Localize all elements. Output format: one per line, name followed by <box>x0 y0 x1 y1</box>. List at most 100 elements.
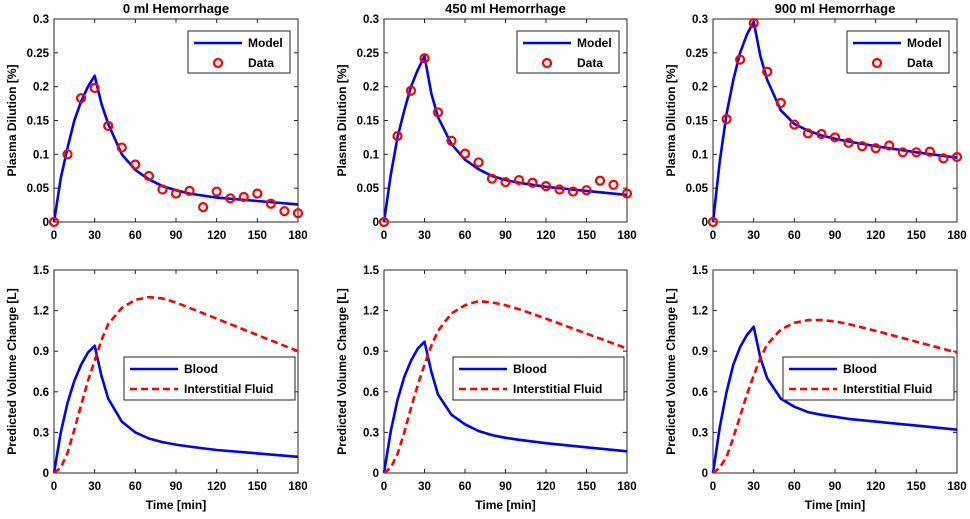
y-tick-label: 0 <box>373 468 379 480</box>
x-tick-label: 150 <box>577 481 596 493</box>
y-tick-label: 0 <box>43 217 49 229</box>
x-tick-label: 120 <box>866 481 885 493</box>
legend: Model Data <box>846 30 950 74</box>
x-tick-label: 90 <box>829 230 842 242</box>
series-blood-line <box>52 344 299 474</box>
data-point <box>735 54 746 65</box>
data-point <box>459 148 471 159</box>
data-point <box>554 184 565 195</box>
data-point <box>762 66 773 77</box>
y-tick-label: 0.1 <box>363 149 380 161</box>
legend: Blood Interstitial Fluid <box>452 356 625 401</box>
x-tick-label: 90 <box>829 481 842 493</box>
y-tick-label: 0.3 <box>692 14 708 26</box>
data-point <box>143 170 154 182</box>
data-point <box>238 191 249 203</box>
data-point <box>897 147 908 158</box>
x-tick-label: 60 <box>788 230 801 242</box>
x-tick-label: 0 <box>51 230 57 242</box>
chart-panel-1: 0 30 60 90 120 150 180 0 0.05 0.1 0.15 0.2 0.25 0.3 0 … <box>5 1 308 242</box>
data-point <box>911 147 922 158</box>
y-tick-label: 0.9 <box>363 346 379 358</box>
series-blood-line <box>711 325 958 474</box>
data-point <box>130 159 141 170</box>
chart-title: 900 ml Hemorrhage <box>775 1 896 16</box>
data-point <box>748 17 759 29</box>
y-tick-label: 0.3 <box>33 14 49 26</box>
legend-marker <box>871 57 883 69</box>
x-tick-label: 150 <box>907 230 926 242</box>
data-point <box>432 107 444 118</box>
y-axis-label: Predicted Volume Change [L] <box>664 288 678 454</box>
data-point <box>378 216 390 228</box>
y-axis-label: Plasma Dilution [%] <box>5 64 19 176</box>
y-tick-label: 0.2 <box>692 82 708 94</box>
x-tick-label: 90 <box>499 481 512 493</box>
y-tick-label: 0.05 <box>27 183 50 195</box>
legend-label: Data <box>577 56 603 70</box>
x-tick-label: 180 <box>947 481 966 493</box>
data-point <box>581 185 592 196</box>
x-tick-label: 30 <box>418 481 431 493</box>
x-tick-label: 30 <box>88 481 101 493</box>
x-tick-label: 90 <box>170 481 183 493</box>
y-tick-label: 0.15 <box>27 116 50 128</box>
x-tick-label: 60 <box>788 481 801 493</box>
legend-box <box>452 356 625 401</box>
y-axis-label: Predicted Volume Change [L] <box>335 288 349 454</box>
x-tick-label: 180 <box>288 230 307 242</box>
legend-marker <box>212 57 224 69</box>
x-tick-label: 180 <box>617 481 636 493</box>
y-tick-label: 0.1 <box>33 149 50 161</box>
x-tick-label: 120 <box>207 481 226 493</box>
series-data <box>707 17 963 228</box>
x-tick-label: 0 <box>381 481 387 493</box>
x-tick-label: 150 <box>907 481 926 493</box>
series-blood-line <box>382 340 628 474</box>
x-tick-label: 30 <box>88 230 101 242</box>
data-point <box>567 186 579 197</box>
data-point <box>292 208 304 219</box>
data-point <box>870 143 881 154</box>
legend-label: Blood <box>184 362 218 376</box>
chart-panel-5: 0 30 60 90 120 150 180 0 0.3 0.6 0.9 1.2 1.5 Time [mi… <box>335 265 637 512</box>
x-tick-label: 30 <box>418 230 431 242</box>
data-point <box>405 85 417 96</box>
legend-label: Model <box>248 36 283 50</box>
data-point <box>473 157 484 168</box>
chart-panel-6: 0 30 60 90 120 150 180 0 0.3 0.6 0.9 1.2 1.5 Time [mi… <box>664 265 967 512</box>
x-tick-label: 0 <box>710 481 716 493</box>
legend-label: Model <box>577 36 612 50</box>
data-point <box>89 82 100 94</box>
data-point <box>116 142 127 153</box>
data-point <box>446 135 457 146</box>
y-tick-label: 0.3 <box>363 427 379 439</box>
x-tick-label: 60 <box>459 230 472 242</box>
x-tick-label: 30 <box>747 230 760 242</box>
series-interstitial-fluid-line <box>712 318 958 475</box>
data-point <box>802 128 813 139</box>
x-axis-label: Time [min] <box>805 498 865 512</box>
legend-label: Blood <box>513 362 547 376</box>
legend-label: Data <box>907 56 933 70</box>
y-tick-label: 1.2 <box>363 306 379 318</box>
series-model-line <box>52 74 299 223</box>
y-tick-label: 0.15 <box>686 116 709 128</box>
data-point <box>279 206 290 217</box>
legend-label: Interstitial Fluid <box>843 382 932 396</box>
data-point <box>608 179 619 190</box>
y-tick-label: 1.5 <box>363 265 380 277</box>
x-tick-label: 60 <box>129 481 142 493</box>
series-model-line <box>382 54 628 223</box>
y-tick-label: 0.15 <box>357 116 380 128</box>
data-point <box>500 176 511 188</box>
legend-label: Model <box>907 36 942 50</box>
data-point <box>527 177 538 188</box>
y-tick-label: 1.5 <box>692 265 709 277</box>
legend: Blood Interstitial Fluid <box>782 356 955 401</box>
legend-box <box>846 30 950 74</box>
y-tick-label: 0 <box>43 468 49 480</box>
x-tick-label: 30 <box>747 481 760 493</box>
x-tick-label: 150 <box>577 230 596 242</box>
